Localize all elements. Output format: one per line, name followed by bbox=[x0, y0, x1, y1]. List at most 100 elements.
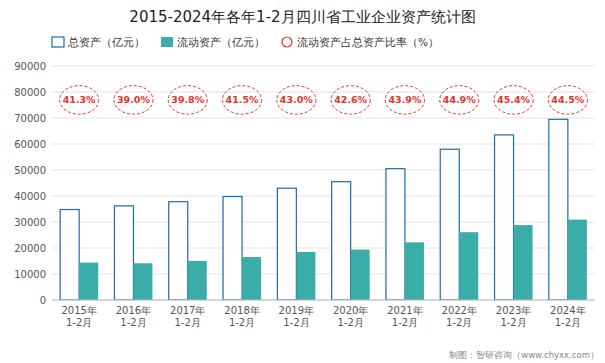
x-tick-label-line: 2021年 bbox=[387, 305, 422, 316]
ratio-ellipse bbox=[385, 86, 424, 115]
bar bbox=[568, 220, 587, 300]
x-tick-label-line: 1-2月 bbox=[446, 317, 472, 328]
y-tick-label: 30000 bbox=[14, 217, 46, 228]
chart: 2015-2024年各年1-2月四川省工业企业资产统计图 0 10000 20000 3… bbox=[0, 0, 605, 363]
data-label: 41.3% bbox=[63, 94, 96, 105]
x-tick-label-line: 1-2月 bbox=[229, 317, 255, 328]
x-tick-label: 2021年1-2月 bbox=[387, 305, 422, 328]
x-tick-label: 2020年1-2月 bbox=[333, 305, 368, 328]
bar bbox=[223, 197, 242, 300]
bar bbox=[459, 232, 478, 300]
y-tick-label: 80000 bbox=[14, 87, 46, 98]
bar bbox=[277, 188, 296, 300]
grid-line bbox=[52, 66, 595, 67]
x-tick-label-line: 1-2月 bbox=[66, 317, 92, 328]
data-label: 43.0% bbox=[280, 94, 313, 105]
bar bbox=[242, 257, 261, 300]
data-label: 39.0% bbox=[117, 94, 150, 105]
x-tick-label-line: 1-2月 bbox=[500, 317, 526, 328]
ratio-ellipse bbox=[223, 86, 262, 115]
legend-label: 流动资产占总资产比率（%） bbox=[297, 36, 439, 48]
bar bbox=[114, 206, 133, 300]
ratio-ellipse bbox=[114, 86, 153, 115]
x-tick-label-line: 2018年 bbox=[224, 305, 259, 316]
x-tick-label: 2016年1-2月 bbox=[116, 305, 151, 328]
data-label: 43.9% bbox=[388, 94, 421, 105]
x-tick-label-line: 1-2月 bbox=[283, 317, 309, 328]
x-tick-label: 2022年1-2月 bbox=[442, 305, 477, 328]
ratio-ellipse bbox=[277, 86, 316, 115]
x-tick-label-line: 2023年 bbox=[496, 305, 531, 316]
bar bbox=[514, 225, 533, 300]
bar bbox=[440, 149, 459, 300]
bar bbox=[351, 250, 370, 300]
x-tick-label-line: 1-2月 bbox=[555, 317, 581, 328]
bar bbox=[60, 210, 79, 300]
ratio-ellipse bbox=[548, 86, 587, 115]
bar bbox=[549, 119, 568, 300]
grid bbox=[52, 66, 595, 300]
bar bbox=[495, 135, 514, 300]
x-tick-label: 2024年1-2月 bbox=[550, 305, 585, 328]
legend: 总资产（亿元） 流动资产（亿元） 流动资产占总资产比率（%） bbox=[52, 36, 439, 48]
x-tick-label-line: 1-2月 bbox=[120, 317, 146, 328]
title: 2015-2024年各年1-2月四川省工业企业资产统计图 bbox=[129, 8, 475, 26]
ratio-ellipse bbox=[168, 86, 207, 115]
legend-swatch bbox=[282, 37, 292, 47]
legend-item: 流动资产（亿元） bbox=[161, 36, 265, 48]
bar bbox=[332, 182, 351, 300]
x-tick-label-line: 2016年 bbox=[116, 305, 151, 316]
grid-line bbox=[52, 118, 595, 119]
legend-swatch bbox=[52, 37, 64, 47]
bar bbox=[79, 263, 98, 300]
bar bbox=[188, 261, 207, 300]
ratio-ellipse bbox=[440, 86, 479, 115]
footer: 制图：智研咨询（www.chyxx.com） bbox=[449, 350, 599, 360]
labels: 41.3% 39.0% 39.8% 41.5% 43.0% 42.6% 43.9% 44.9%… bbox=[63, 94, 585, 105]
data-label: 45.4% bbox=[497, 94, 530, 105]
x-tick-label-line: 2020年 bbox=[333, 305, 368, 316]
legend-label: 总资产（亿元） bbox=[67, 36, 145, 48]
grid-line bbox=[52, 300, 595, 301]
data-label: 44.9% bbox=[443, 94, 476, 105]
ratio-ellipse bbox=[331, 86, 370, 115]
y-tick-label: 50000 bbox=[14, 165, 46, 176]
bar bbox=[296, 252, 315, 300]
x-tick-label-line: 2022年 bbox=[442, 305, 477, 316]
legend-label: 流动资产（亿元） bbox=[177, 36, 265, 48]
y-tick-label: 0 bbox=[40, 295, 46, 306]
data-label: 41.5% bbox=[226, 94, 259, 105]
legend-item: 流动资产占总资产比率（%） bbox=[282, 36, 439, 48]
legend-item: 总资产（亿元） bbox=[52, 36, 145, 48]
data-label: 42.6% bbox=[334, 94, 367, 105]
bar bbox=[133, 263, 152, 300]
ratio-ellipse bbox=[60, 86, 99, 115]
x-tick-label-line: 1-2月 bbox=[175, 317, 201, 328]
x-tick-label-line: 2019年 bbox=[279, 305, 314, 316]
y-tick-label: 20000 bbox=[14, 243, 46, 254]
data-label: 39.8% bbox=[171, 94, 204, 105]
grid-line bbox=[52, 92, 595, 93]
x-tick-label: 2015年1-2月 bbox=[61, 305, 96, 328]
y-tick-label: 40000 bbox=[14, 191, 46, 202]
x-tick-label-line: 2017年 bbox=[170, 305, 205, 316]
y-tick-label: 60000 bbox=[14, 139, 46, 150]
x-tick-label: 2023年1-2月 bbox=[496, 305, 531, 328]
bar bbox=[386, 169, 405, 300]
data-label: 44.5% bbox=[551, 94, 584, 105]
x-tick-label: 2019年1-2月 bbox=[279, 305, 314, 328]
x-tick-label-line: 2024年 bbox=[550, 305, 585, 316]
x-tick-label: 2017年1-2月 bbox=[170, 305, 205, 328]
legend-swatch bbox=[161, 37, 173, 47]
y-tick-label: 70000 bbox=[14, 113, 46, 124]
x-tick-label-line: 2015年 bbox=[61, 305, 96, 316]
x-tick-label-line: 1-2月 bbox=[392, 317, 418, 328]
x-axis bbox=[52, 300, 595, 301]
marks bbox=[60, 119, 587, 300]
ratio-ellipse bbox=[494, 86, 533, 115]
x-tick-label: 2018年1-2月 bbox=[224, 305, 259, 328]
bar bbox=[405, 242, 424, 300]
x-tick-label-line: 1-2月 bbox=[337, 317, 363, 328]
y-tick-label: 10000 bbox=[14, 269, 46, 280]
y-tick-label: 90000 bbox=[14, 61, 46, 72]
